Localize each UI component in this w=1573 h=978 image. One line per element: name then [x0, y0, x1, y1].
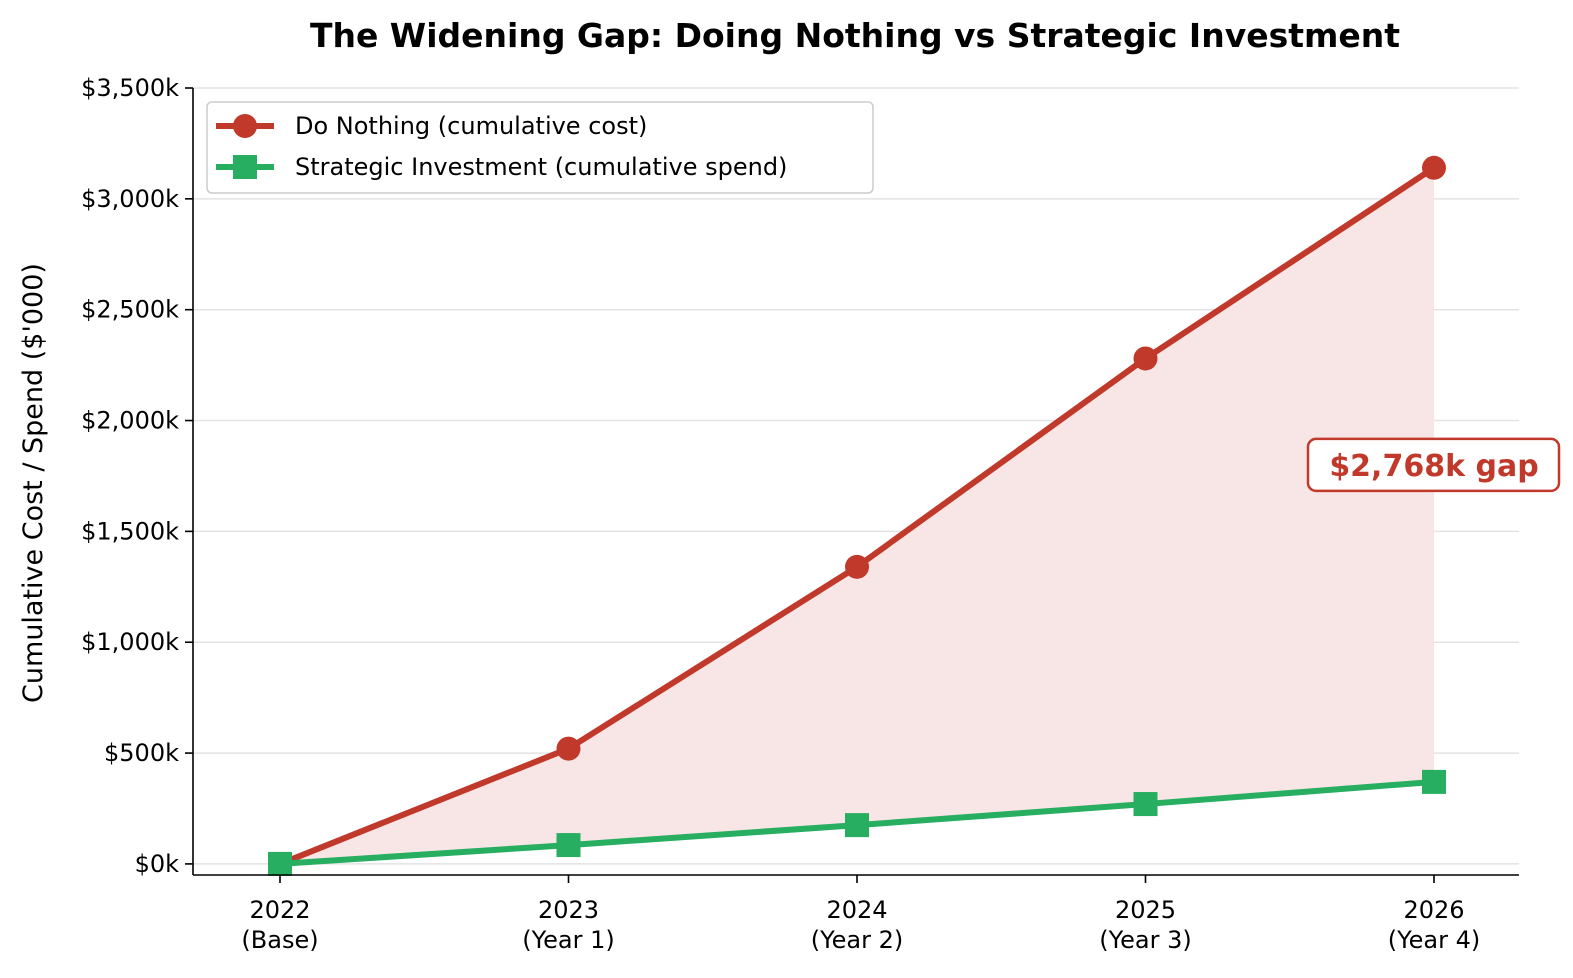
y-tick-label-2: $1,000k [81, 628, 179, 656]
x-tick-label-4: 2026 [1403, 896, 1464, 924]
legend-label-1: Strategic Investment (cumulative spend) [295, 153, 787, 181]
gap-fill-polygon [280, 167, 1434, 864]
x-tick-label-3: 2025 [1115, 896, 1176, 924]
series-1-point-2 [845, 813, 869, 838]
y-tick-label-1: $500k [104, 739, 179, 767]
gap-fill-area [280, 167, 1434, 864]
axes [192, 88, 1519, 876]
x-tick-label-2: 2024 [826, 896, 887, 924]
y-tick-label-7: $3,500k [81, 74, 179, 102]
series-1 [268, 769, 1446, 876]
gap-annotation-text: $2,768k gap [1329, 449, 1538, 484]
gap-annotation-box [1306, 437, 1561, 493]
legend-entry-1: Strategic Investment (cumulative spend) [216, 153, 787, 181]
series-1-point-3 [1133, 792, 1158, 817]
y-tick-label-5: $2,500k [81, 296, 179, 324]
gap-annotation: $2,768k gap [1306, 437, 1561, 493]
x-tick-sublabel-2: (Year 2) [811, 926, 903, 954]
chart-title: The Widening Gap: Doing Nothing vs Strat… [310, 16, 1400, 55]
series-0-point-3 [1133, 346, 1158, 371]
series-0-point-1 [556, 736, 581, 761]
series-layer [268, 155, 1446, 876]
series-0-point-4 [1422, 155, 1446, 180]
x-tick-label-0: 2022 [249, 896, 310, 924]
y-tick-label-4: $2,000k [81, 407, 179, 435]
y-axis-label: Cumulative Cost / Spend ($'000) [18, 263, 49, 703]
legend-marker-1 [233, 155, 257, 179]
legend: Do Nothing (cumulative cost) Strategic In… [206, 101, 874, 194]
series-0-point-2 [845, 554, 869, 579]
y-tick-label-0: $0k [135, 850, 180, 878]
series-1-point-0 [268, 851, 292, 876]
x-tick-label-1: 2023 [538, 896, 599, 924]
legend-label-0: Do Nothing (cumulative cost) [295, 112, 647, 140]
legend-marker-0 [233, 114, 257, 138]
x-tick-sublabel-1: (Year 1) [522, 926, 614, 954]
legend-entry-0: Do Nothing (cumulative cost) [216, 112, 647, 140]
y-tick-label-3: $1,500k [81, 517, 179, 545]
x-tick-sublabel-4: (Year 4) [1388, 926, 1480, 954]
x-axis-ticks: 2022(Base)2023(Year 1)2024(Year 2)2025(Y… [241, 875, 1480, 954]
series-1-point-1 [556, 833, 581, 858]
x-tick-sublabel-3: (Year 3) [1099, 926, 1191, 954]
y-axis-ticks: $0k $500k $1,000k $1,500k $2,000k $2,500k $3,0… [81, 74, 193, 878]
y-tick-label-6: $3,000k [81, 185, 179, 213]
legend-box [206, 101, 874, 194]
x-tick-sublabel-0: (Base) [241, 926, 318, 954]
series-1-point-4 [1422, 769, 1446, 794]
